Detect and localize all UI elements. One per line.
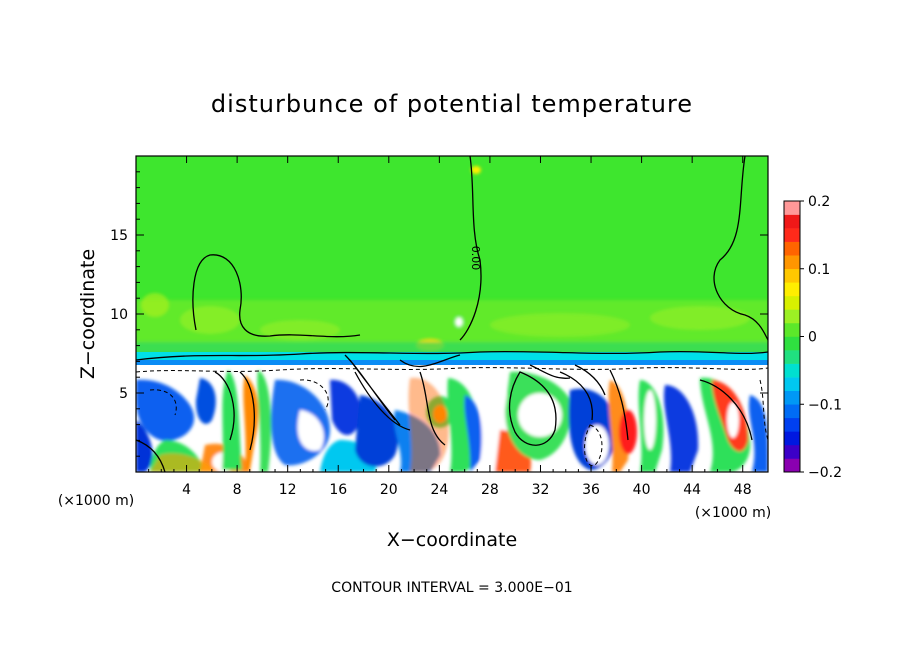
colorbar-segment (784, 282, 800, 297)
contour-interval-footer: CONTOUR INTERVAL = 3.000E−01 (331, 580, 572, 596)
x-tick-label: 8 (233, 482, 242, 498)
colorbar-tick-label: 0 (808, 330, 817, 346)
colorbar-segment (784, 390, 800, 405)
colorbar: 0.2 0.1 0 −0.1 −0.2 (783, 194, 842, 481)
x-tick-label: 12 (279, 482, 297, 498)
plot-area: 0.00 (136, 156, 768, 472)
colorbar-segment (784, 322, 800, 337)
colorbar-segment (784, 268, 800, 283)
x-tick-label: 44 (683, 482, 701, 498)
contour-lines (136, 156, 768, 472)
colorbar-segment (784, 214, 800, 229)
colorbar-tick-label: 0.2 (808, 194, 830, 210)
colorbar-segment (784, 444, 800, 459)
y-axis-label: Z−coordinate (77, 249, 99, 379)
y-tick-label: 15 (110, 228, 128, 244)
x-axis: 4 8 12 16 20 24 28 32 36 40 44 48 (148, 156, 756, 498)
colorbar-segment (784, 363, 800, 378)
contour-label: 0.00 (469, 246, 482, 271)
x-tick-label: 24 (430, 482, 448, 498)
colorbar-segment (784, 309, 800, 324)
colorbar-segment (784, 228, 800, 242)
dashed-contours (136, 367, 768, 467)
x-tick-label: 20 (380, 482, 398, 498)
x-unit-right: (×1000 m) (695, 505, 771, 521)
lower-layer-field (136, 370, 768, 472)
colorbar-segment (784, 377, 800, 391)
x-tick-label: 48 (734, 482, 752, 498)
upper-layer-variation (136, 166, 768, 356)
colorbar-segment (784, 417, 800, 432)
colorbar-tick-label: 0.1 (808, 262, 830, 278)
chart-title: disturbunce of potential temperature (211, 90, 693, 118)
colorbar-segment (784, 431, 800, 446)
y-axis: 5 10 15 (110, 171, 768, 457)
colorbar-tick-label: −0.2 (808, 465, 842, 481)
x-unit-left: (×1000 m) (58, 493, 134, 509)
colorbar-segment (784, 295, 800, 310)
colorbar-segment (784, 404, 800, 419)
x-tick-label: 4 (182, 482, 191, 498)
x-tick-label: 40 (633, 482, 651, 498)
colorbar-segment (784, 241, 800, 256)
colorbar-segment (784, 255, 800, 270)
colorbar-tick-label: −0.1 (808, 397, 842, 413)
colorbar-segment (784, 458, 800, 473)
x-tick-label: 36 (582, 482, 600, 498)
colorbar-segment (784, 336, 800, 351)
x-tick-label: 16 (329, 482, 347, 498)
x-tick-label: 32 (532, 482, 550, 498)
x-axis-label: X−coordinate (387, 529, 517, 551)
x-tick-label: 28 (481, 482, 499, 498)
y-tick-label: 5 (119, 386, 128, 402)
colorbar-segment (784, 201, 800, 215)
colorbar-segment (784, 350, 800, 364)
y-tick-label: 10 (110, 307, 128, 323)
